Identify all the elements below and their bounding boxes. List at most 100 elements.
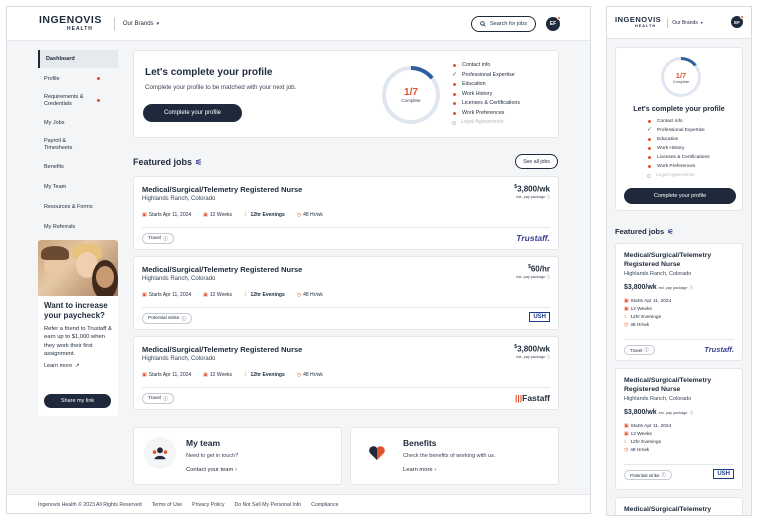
info-icon: ⓘ bbox=[163, 397, 168, 402]
mobile-job-card[interactable]: Medical/Surgical/Telemetry Registered Nu… bbox=[615, 497, 743, 515]
checklist-item[interactable]: Education bbox=[647, 135, 710, 144]
sidebar-item-referrals[interactable]: My Referrals bbox=[38, 218, 118, 236]
profile-subtitle: Complete your profile to be matched with… bbox=[145, 84, 297, 91]
our-brands-dropdown[interactable]: Our Brands ▾ bbox=[672, 20, 703, 26]
checklist-item[interactable]: Legal Agreements bbox=[452, 118, 520, 128]
mobile-top-bar: INGENOVIS HEALTH Our Brands ▾ EF bbox=[607, 7, 751, 39]
sidebar-item-label: Payroll & Timesheets bbox=[44, 138, 73, 151]
calendar-icon: ▣ bbox=[142, 372, 147, 378]
avatar[interactable]: EF bbox=[731, 15, 744, 28]
job-duration: ▣ 12 Weeks bbox=[203, 212, 233, 218]
checklist-item[interactable]: Contact info bbox=[452, 61, 520, 71]
job-start: ▣ Starts Apr 11, 2024 bbox=[142, 212, 192, 218]
sidebar-item-requirements[interactable]: Requirements & Credentials bbox=[38, 90, 118, 112]
header-divider bbox=[113, 16, 115, 31]
brand-sub: HEALTH bbox=[635, 23, 657, 28]
brand-logo[interactable]: INGENOVIS HEALTH bbox=[39, 15, 102, 32]
todo-dot-icon bbox=[648, 147, 651, 150]
divider bbox=[142, 387, 550, 388]
avatar-initials: EF bbox=[734, 19, 740, 25]
job-location: Highlands Ranch, Colorado bbox=[142, 356, 216, 362]
checklist-item[interactable]: Education bbox=[452, 80, 520, 90]
checklist-item[interactable]: Work Preferences bbox=[452, 109, 520, 119]
sidebar-item-resources[interactable]: Resources & Forms bbox=[38, 198, 118, 216]
sun-moon-icon: ☾ bbox=[244, 372, 249, 378]
job-title: Medical/Surgical/Telemetry Registered Nu… bbox=[624, 252, 712, 268]
checklist-item[interactable]: ✓ Professional Expertise bbox=[647, 126, 710, 135]
checklist-item[interactable]: Work Preferences bbox=[647, 162, 710, 171]
job-meta: ▣ Starts Apr 11, 2024 ▣ 12 Weeks ☾ 12hr Eve… bbox=[624, 424, 672, 453]
sidebar-item-label: My Referrals bbox=[44, 223, 76, 230]
mobile-job-card[interactable]: Medical/Surgical/Telemetry Registered Nu… bbox=[615, 368, 743, 490]
complete-profile-button[interactable]: Complete your profile bbox=[624, 188, 736, 204]
checklist-label: Legal Agreements bbox=[461, 119, 504, 125]
mobile-job-card[interactable]: Medical/Surgical/Telemetry Registered Nu… bbox=[615, 243, 743, 361]
featured-jobs-heading: Featured jobs ⚟ bbox=[133, 157, 202, 167]
checklist-label: Licenses & Certifications bbox=[462, 100, 520, 106]
progress-ring: 1/7 Complete bbox=[382, 66, 440, 124]
clock-icon: ▣ bbox=[624, 307, 629, 312]
calendar-icon: ▣ bbox=[142, 212, 147, 218]
checklist-item[interactable]: Licenses & Certifications bbox=[647, 153, 710, 162]
sidebar-item-payroll[interactable]: Payroll & Timesheets bbox=[38, 134, 118, 156]
sidebar-item-benefits[interactable]: Benefits bbox=[38, 158, 118, 176]
job-pay: $3,800/wk est. pay package ⓘ bbox=[624, 284, 694, 291]
brand-logo[interactable]: INGENOVIS HEALTH bbox=[615, 16, 661, 28]
benefits-subtitle: Check the benefits of working with us. bbox=[403, 453, 496, 459]
pay-note: est. pay package ⓘ bbox=[516, 195, 550, 199]
mobile-view: INGENOVIS HEALTH Our Brands ▾ EF 1/7 Com… bbox=[606, 6, 752, 516]
checklist-label: Licenses & Certifications bbox=[657, 155, 710, 160]
info-icon: ⓘ bbox=[163, 237, 168, 242]
clock-icon: ▣ bbox=[624, 432, 629, 437]
job-card[interactable]: Medical/Surgical/Telemetry Registered Nu… bbox=[133, 336, 559, 410]
brand-name: INGENOVIS bbox=[39, 14, 102, 27]
header-divider bbox=[667, 17, 669, 28]
footer-link-do-not-sell[interactable]: Do Not Sell My Personal Info bbox=[234, 502, 302, 508]
team-icon bbox=[144, 437, 176, 469]
checklist-item[interactable]: ✓ Professional Expertise bbox=[452, 71, 520, 81]
share-link-button[interactable]: Share my link bbox=[44, 394, 111, 408]
avatar[interactable]: EF bbox=[546, 16, 561, 31]
checklist-item[interactable]: Work History bbox=[647, 144, 710, 153]
checklist-item[interactable]: Work History bbox=[452, 90, 520, 100]
check-icon: ✓ bbox=[452, 71, 458, 78]
footer-link-privacy[interactable]: Privacy Policy bbox=[192, 502, 225, 508]
todo-dot-icon bbox=[453, 83, 456, 87]
job-card[interactable]: Medical/Surgical/Telemetry Registered Nu… bbox=[133, 176, 559, 250]
sidebar-item-my-jobs[interactable]: My Jobs bbox=[38, 114, 118, 132]
clock-icon: ◷ bbox=[296, 292, 302, 298]
footer-link-terms[interactable]: Terms of Use bbox=[151, 502, 183, 508]
chevron-right-icon: › bbox=[235, 467, 237, 473]
top-bar: INGENOVIS HEALTH Our Brands ▾ Search for… bbox=[7, 7, 590, 41]
sidebar-item-profile[interactable]: Profile bbox=[38, 70, 118, 88]
promo-learn-more-link[interactable]: Learn more ↗ bbox=[44, 363, 112, 369]
contact-team-link[interactable]: Contact your team › bbox=[186, 467, 237, 473]
checklist-item[interactable]: Licenses & Certifications bbox=[452, 99, 520, 109]
benefits-learn-more-link[interactable]: Learn more › bbox=[403, 467, 436, 473]
checklist-item[interactable]: Legal Agreements bbox=[647, 171, 710, 180]
profile-checklist: Contact info ✓ Professional Expertise Educa… bbox=[647, 117, 710, 180]
copyright-text: Ingenovis Health © 2023 All Rights Reser… bbox=[38, 502, 142, 508]
clock-icon: ▣ bbox=[203, 372, 208, 378]
benefits-card[interactable]: Benefits Check the benefits of working w… bbox=[350, 427, 559, 485]
job-tag: Travel ⓘ bbox=[142, 233, 174, 244]
chevron-down-icon: ▾ bbox=[156, 20, 160, 27]
sidebar-item-my-team[interactable]: My Team bbox=[38, 178, 118, 196]
complete-profile-button[interactable]: Complete your profile bbox=[143, 104, 242, 122]
info-icon: ⓘ bbox=[546, 355, 550, 359]
search-jobs-button[interactable]: Search for jobs bbox=[471, 16, 536, 32]
footer-link-compliance[interactable]: Compliance bbox=[311, 502, 339, 508]
empty-circle-icon bbox=[452, 120, 456, 125]
job-card[interactable]: Medical/Surgical/Telemetry Registered Nu… bbox=[133, 256, 559, 330]
my-team-card[interactable]: My team Need to get in touch? Contact yo… bbox=[133, 427, 342, 485]
alert-dot bbox=[97, 99, 100, 102]
job-location: Highlands Ranch, Colorado bbox=[624, 396, 692, 402]
checklist-item[interactable]: Contact info bbox=[647, 117, 710, 126]
check-icon: ✓ bbox=[647, 127, 653, 133]
see-all-jobs-button[interactable]: See all jobs bbox=[515, 154, 558, 169]
our-brands-dropdown[interactable]: Our Brands ▾ bbox=[123, 21, 159, 27]
profile-completion-card: Let's complete your profile Complete you… bbox=[133, 50, 559, 138]
sidebar-item-dashboard[interactable]: Dashboard bbox=[38, 50, 118, 68]
checklist-label: Work Preferences bbox=[657, 164, 696, 169]
checklist-label: Legal Agreements bbox=[656, 173, 695, 178]
